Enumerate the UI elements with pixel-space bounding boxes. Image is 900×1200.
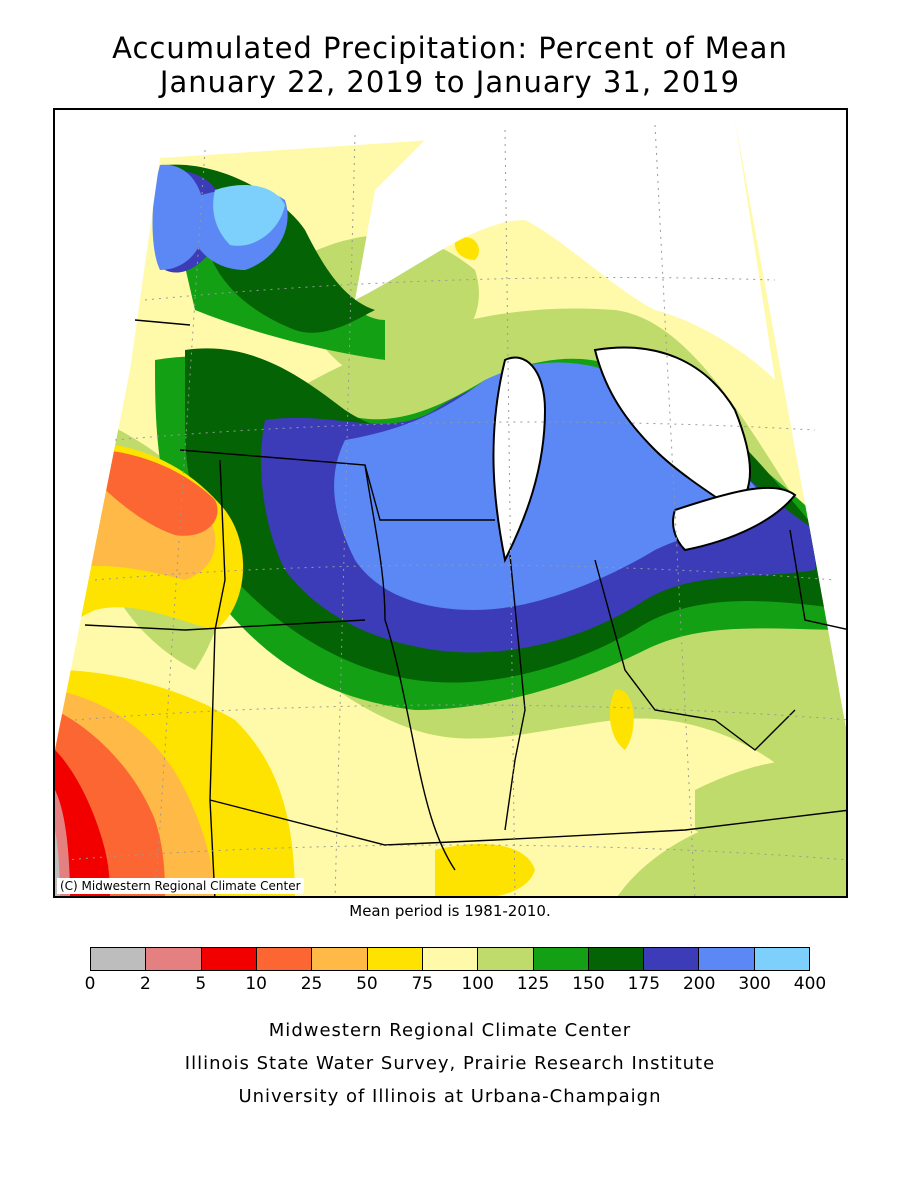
copyright-label: (C) Midwestern Regional Climate Center (57, 878, 304, 894)
legend-swatch-10-25 (256, 948, 313, 970)
map-date-range: January 22, 2019 to January 31, 2019 (159, 65, 741, 99)
legend-tick-label: 200 (682, 974, 716, 994)
legend-swatch-125-150 (533, 948, 589, 970)
legend-tick-label: 300 (738, 974, 771, 994)
legend-tick-label: 125 (516, 974, 550, 994)
legend-swatch-2-5 (146, 948, 202, 970)
mean-period-note: Mean period is 1981-2010. (349, 902, 551, 920)
legend-tick-label: 50 (356, 974, 378, 994)
legend-swatch-0-2 (91, 948, 147, 970)
precipitation-map: (C) Midwestern Regional Climate Center (53, 108, 848, 898)
map-graphic (55, 120, 846, 896)
legend-tick-labels: 0 2 5 10 25 50 75 100 125 150 175 200 300 400 (0, 974, 900, 998)
color-legend (90, 947, 810, 971)
legend-swatch-200-300 (699, 948, 755, 970)
legend-tick-label: 10 (245, 974, 267, 994)
legend-tick-label: 0 (84, 974, 96, 994)
legend-tick-label: 175 (627, 974, 661, 994)
legend-swatch-5-10 (201, 948, 257, 970)
legend-swatch-75-100 (422, 948, 479, 970)
footer-organization: Midwestern Regional Climate Center (268, 1020, 632, 1041)
legend-tick-label: 100 (461, 974, 494, 994)
legend-swatch-150-175 (588, 948, 645, 970)
legend-swatch-300-400 (754, 948, 810, 970)
legend-swatch-25-50 (312, 948, 368, 970)
legend-swatch-50-75 (367, 948, 423, 970)
legend-swatch-100-125 (478, 948, 534, 970)
legend-tick-label: 150 (572, 974, 605, 994)
legend-tick-label: 25 (300, 974, 323, 994)
legend-tick-label: 2 (139, 974, 151, 994)
footer-university: University of Illinois at Urbana-Champai… (238, 1086, 662, 1107)
footer-survey: Illinois State Water Survey, Prairie Res… (184, 1053, 716, 1074)
legend-tick-label: 400 (793, 974, 827, 994)
legend-tick-label: 75 (411, 974, 434, 994)
legend-swatch-175-200 (644, 948, 700, 970)
map-title: Accumulated Precipitation: Percent of Me… (112, 31, 788, 65)
legend-tick-label: 5 (195, 974, 207, 994)
